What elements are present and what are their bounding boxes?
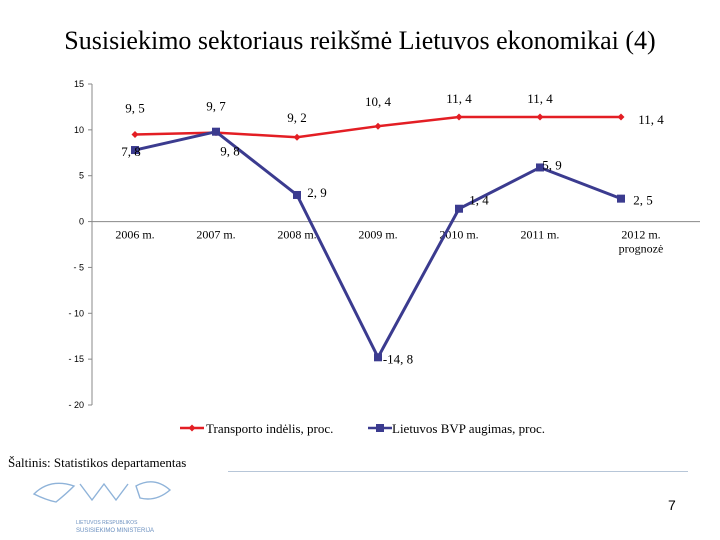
data-label: 1, 4 — [469, 193, 489, 208]
data-point-transport — [293, 133, 301, 141]
data-label: 11, 4 — [638, 112, 664, 127]
legend-marker-transport — [188, 424, 196, 432]
x-tick-label: 2007 m. — [196, 228, 235, 242]
ministry-logo: LIETUVOS RESPUBLIKOS SUSISIEKIMO MINISTE… — [32, 481, 172, 534]
data-label: 9, 8 — [220, 144, 240, 159]
logo-line-2: SUSISIEKIMO MINISTERIJA — [76, 528, 154, 534]
data-point-gdp — [212, 127, 220, 136]
data-label: 10, 4 — [365, 94, 392, 109]
y-tick-label: - 10 — [68, 308, 84, 318]
x-tick-label: 2011 m. — [521, 228, 560, 242]
data-label: 11, 4 — [527, 91, 553, 106]
page-number: 7 — [668, 497, 676, 513]
page-title: Susisiekimo sektoriaus reikšmė Lietuvos … — [64, 26, 656, 55]
data-label: 11, 4 — [446, 91, 472, 106]
x-tick-label: 2008 m. — [277, 228, 316, 242]
data-point-gdp — [455, 204, 463, 213]
legend-marker-gdp — [376, 424, 384, 432]
x-tick-label-line2: prognozė — [619, 242, 664, 256]
y-tick-label: 10 — [74, 125, 84, 135]
logo-line-1: LIETUVOS RESPUBLIKOS — [76, 520, 138, 526]
data-point-transport — [455, 113, 463, 121]
legend-label-2: Lietuvos BVP augimas, proc. — [392, 421, 545, 436]
source-note: Šaltinis: Statistikos departamentas — [8, 455, 187, 470]
data-label: -14, 8 — [383, 351, 413, 366]
data-label: 2, 5 — [633, 193, 653, 208]
logo-wing-shape — [32, 482, 76, 503]
y-tick-label: 0 — [79, 217, 84, 227]
logo-leaf-shape — [135, 481, 172, 500]
data-label: 9, 7 — [206, 99, 226, 114]
y-tick-label: 15 — [74, 79, 84, 89]
data-point-transport — [131, 130, 139, 138]
data-point-transport — [617, 113, 625, 121]
data-label: 5, 9 — [542, 157, 562, 172]
x-tick-label: 2012 m. — [621, 228, 660, 242]
data-label: 9, 5 — [125, 100, 145, 115]
y-tick-label: - 15 — [68, 354, 84, 364]
data-point-gdp — [131, 146, 139, 155]
data-label: 2, 9 — [307, 185, 327, 200]
x-tick-label: 2009 m. — [358, 228, 397, 242]
line-chart: 15 10 5 0 - 5 - 10 - 15 - 20 2006 m. 2007 m. 2008 … — [68, 79, 700, 436]
y-tick-label: - 5 — [73, 262, 84, 272]
data-point-transport — [374, 122, 382, 130]
data-point-gdp — [293, 190, 301, 199]
data-point-gdp — [374, 353, 382, 362]
data-point-gdp — [617, 194, 625, 203]
data-point-transport — [536, 113, 544, 121]
footer-divider — [228, 471, 688, 472]
y-tick-label: 5 — [79, 171, 84, 181]
legend-label-1: Transporto indėlis, proc. — [206, 421, 333, 436]
data-label: 9, 2 — [287, 110, 307, 125]
y-tick-label: - 20 — [68, 400, 84, 410]
data-point-gdp — [536, 163, 544, 172]
data-label: 7, 8 — [121, 144, 141, 159]
logo-wave-shape — [79, 482, 129, 502]
x-tick-label: 2006 m. — [115, 228, 154, 242]
x-tick-label: 2010 m. — [439, 228, 478, 242]
